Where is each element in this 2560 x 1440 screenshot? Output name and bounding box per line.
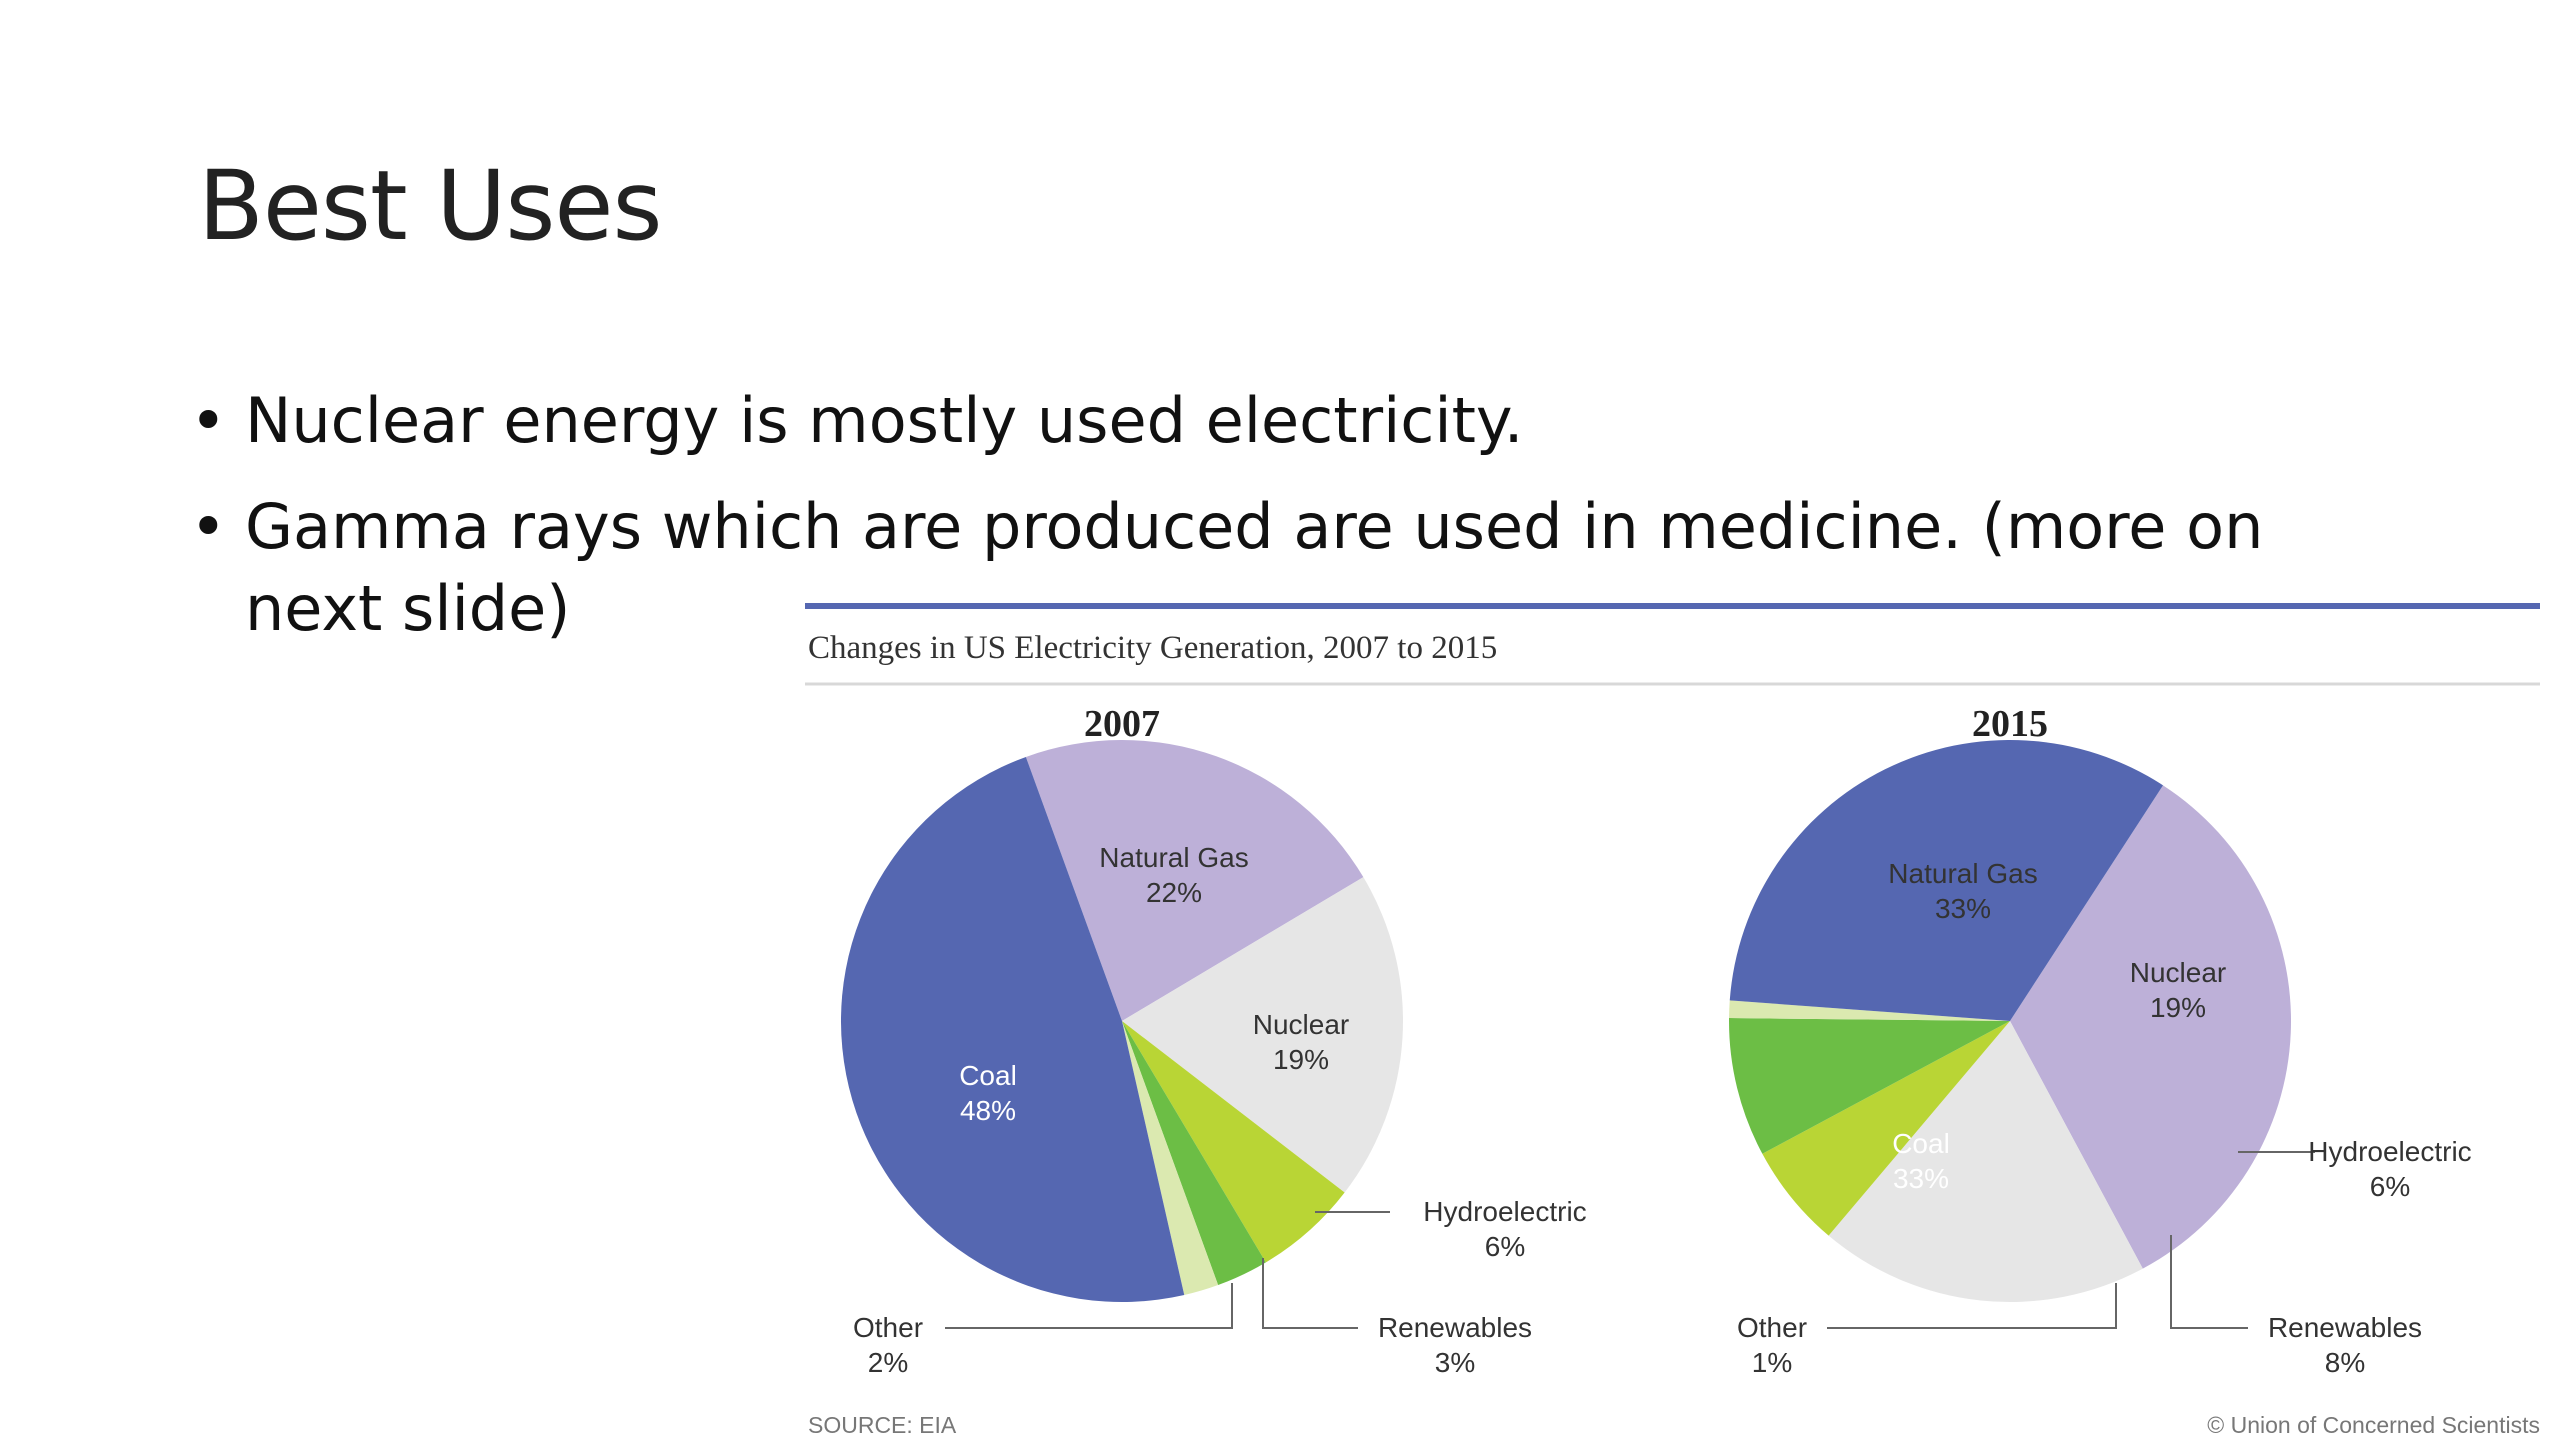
slice-value-label: 33% bbox=[1935, 893, 1991, 924]
slice-name-label: Hydroelectric bbox=[1423, 1196, 1586, 1227]
bullet-item: • Gamma rays which are produced are used … bbox=[190, 486, 2390, 650]
slice-value-label: 48% bbox=[960, 1095, 1016, 1126]
pie-slice-coal bbox=[1729, 739, 2164, 1021]
slice-name-label: Coal bbox=[1892, 1128, 1950, 1159]
slide-title: Best Uses bbox=[198, 150, 662, 262]
bullet-dot: • bbox=[190, 490, 227, 563]
slice-name-label: Natural Gas bbox=[1888, 858, 2037, 889]
slice-name-label: Nuclear bbox=[1253, 1009, 1349, 1040]
slice-value-label: 33% bbox=[1893, 1163, 1949, 1194]
pie-slice-hydroelectric bbox=[1122, 1021, 1345, 1263]
slice-name-label: Natural Gas bbox=[1099, 842, 1248, 873]
pie-slice-renewables bbox=[1729, 1018, 2010, 1154]
slice-value-label: 3% bbox=[1435, 1347, 1475, 1378]
slice-value-label: 19% bbox=[1273, 1044, 1329, 1075]
pie-charts: 2007 Natural Gas 22% Nuclear 19% Hydroelectri… bbox=[840, 703, 2472, 1378]
slice-name-label: Nuclear bbox=[2130, 957, 2226, 988]
pie-year-label: 2007 bbox=[1084, 703, 1160, 745]
slice-name-label: Renewables bbox=[2268, 1312, 2422, 1343]
callout-leader-line bbox=[1262, 1258, 1358, 1329]
bullet-text: Nuclear energy is mostly used electricit… bbox=[245, 384, 1524, 457]
slice-name-label: Other bbox=[853, 1312, 923, 1343]
pie-2007: 2007 Natural Gas 22% Nuclear 19% Hydroelectri… bbox=[840, 703, 1587, 1378]
slice-value-label: 19% bbox=[2150, 992, 2206, 1023]
pie-slice-natural-gas bbox=[2010, 785, 2292, 1269]
pie-2015: 2015 Natural Gas 33% Nuclear 19% Hydroelectri… bbox=[1729, 703, 2472, 1378]
slice-value-label: 6% bbox=[2370, 1171, 2410, 1202]
chart-source: SOURCE: EIA bbox=[808, 1412, 957, 1438]
bullet-text: Gamma rays which are produced are used i… bbox=[245, 490, 2264, 645]
pie-slice-nuclear bbox=[1122, 877, 1403, 1193]
pie-slice-other bbox=[1729, 1000, 2010, 1021]
pie-slice-other bbox=[1122, 1021, 1219, 1296]
callout-leader-line bbox=[2170, 1235, 2248, 1329]
bullet-list: • Nuclear energy is mostly used electrici… bbox=[190, 380, 2390, 674]
slice-name-label: Coal bbox=[959, 1060, 1017, 1091]
pie-slice-renewables bbox=[1122, 1021, 1266, 1286]
slice-value-label: 2% bbox=[868, 1347, 908, 1378]
chart-credit: © Union of Concerned Scientists bbox=[2207, 1412, 2540, 1438]
bullet-dot: • bbox=[190, 384, 227, 457]
pie-slice-hydroelectric bbox=[1762, 1021, 2010, 1236]
slice-value-label: 1% bbox=[1752, 1347, 1792, 1378]
pie-slice-coal bbox=[840, 756, 1185, 1303]
pie-year-label: 2015 bbox=[1972, 703, 2048, 745]
electricity-chart: Changes in US Electricity Generation, 20… bbox=[805, 598, 2540, 1440]
slice-name-label: Renewables bbox=[1378, 1312, 1532, 1343]
callout-leader-line bbox=[1827, 1283, 2117, 1329]
electricity-chart-panel: Changes in US Electricity Generation, 20… bbox=[805, 598, 2540, 1440]
slice-name-label: Other bbox=[1737, 1312, 1807, 1343]
chart-title: Changes in US Electricity Generation, 20… bbox=[808, 630, 1497, 666]
pie-slice-natural-gas bbox=[1025, 740, 1364, 1021]
slice-value-label: 22% bbox=[1146, 877, 1202, 908]
slice-name-label: Hydroelectric bbox=[2308, 1136, 2471, 1167]
pie-slice-nuclear bbox=[1828, 1021, 2143, 1303]
slice-value-label: 8% bbox=[2325, 1347, 2365, 1378]
slice-value-label: 6% bbox=[1485, 1231, 1525, 1262]
callout-leader-line bbox=[945, 1283, 1233, 1329]
bullet-item: • Nuclear energy is mostly used electrici… bbox=[190, 380, 2390, 462]
